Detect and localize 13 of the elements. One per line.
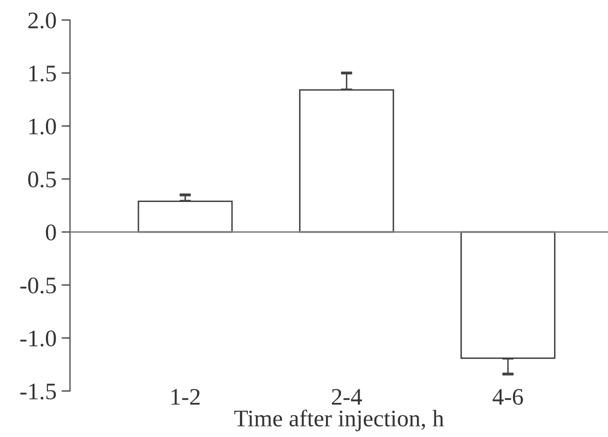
y-tick-label: -1.0 <box>20 330 56 347</box>
y-tick-label: -0.5 <box>20 277 56 294</box>
y-tick-label: 1.0 <box>29 118 56 135</box>
x-tick-label: 1-2 <box>172 388 200 405</box>
bar <box>138 200 233 233</box>
x-tick-label: 4-6 <box>492 388 523 405</box>
y-tick-label: 1.5 <box>29 66 56 82</box>
y-tick-label: 2.0 <box>28 12 56 29</box>
x-tick-label: 2-4 <box>332 388 362 405</box>
y-tick-label: 0.5 <box>28 171 56 188</box>
y-tick-label: -1.5 <box>20 384 56 400</box>
x-axis-title: Time after injection, h <box>234 410 444 432</box>
y-tick-label: 0 <box>46 224 56 240</box>
